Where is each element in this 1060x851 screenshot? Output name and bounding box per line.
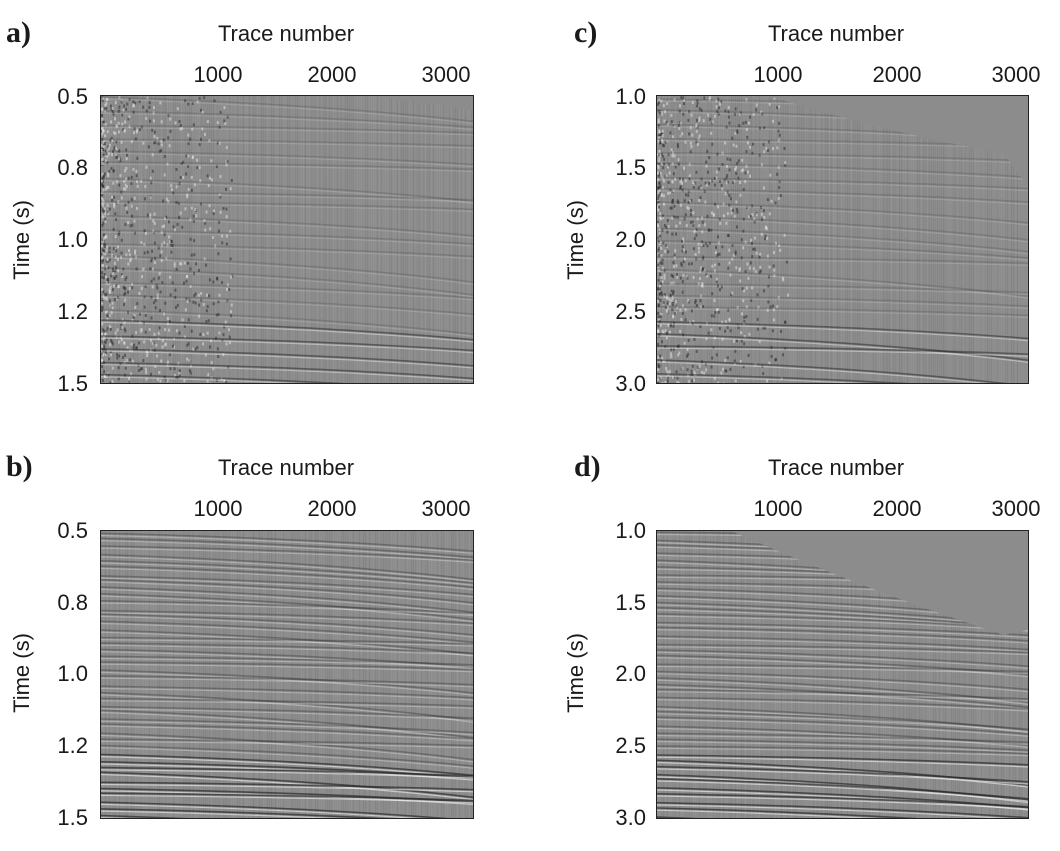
- x-tick-label: 1000: [193, 496, 243, 521]
- x-tick-label: 1000: [193, 62, 243, 87]
- y-axis-label: Time (s): [563, 633, 588, 713]
- panel-letter: b): [6, 450, 33, 483]
- y-tick-label: 1.0: [615, 518, 646, 543]
- y-tick-label: 0.8: [57, 155, 88, 180]
- muted-zone: [370, 96, 473, 111]
- y-tick-label: 2.0: [615, 661, 646, 686]
- seismic-texture: [657, 531, 1028, 818]
- y-axis-label: Time (s): [563, 200, 588, 280]
- x-axis-label: Trace number: [217, 455, 355, 480]
- seismic-image: [656, 530, 1029, 819]
- muted-zone: [768, 96, 1028, 186]
- y-tick-label: 2.5: [615, 299, 646, 324]
- y-tick-label: 1.0: [615, 84, 646, 109]
- y-tick-label: 1.0: [57, 227, 88, 252]
- panel-letter: d): [574, 450, 601, 483]
- y-tick-label: 2.0: [615, 227, 646, 252]
- muted-zone: [731, 531, 1028, 636]
- x-axis-label: Trace number: [767, 455, 905, 480]
- y-tick-label: 3.0: [615, 805, 646, 830]
- y-tick-label: 1.2: [57, 733, 88, 758]
- x-tick-label: 1000: [753, 496, 803, 521]
- seismic-image: [100, 530, 474, 819]
- panel-letter: c): [574, 16, 598, 49]
- x-axis-label: Trace number: [217, 21, 355, 46]
- y-tick-label: 1.5: [57, 805, 88, 830]
- y-tick-label: 1.5: [615, 590, 646, 615]
- x-tick-label: 2000: [872, 496, 922, 521]
- y-tick-label: 1.5: [615, 155, 646, 180]
- y-tick-label: 3.0: [615, 371, 646, 396]
- panel-letter: a): [6, 16, 31, 49]
- x-tick-label: 2000: [872, 62, 922, 87]
- seismic-texture: [657, 96, 1028, 383]
- seismic-image: [656, 95, 1029, 384]
- x-tick-label: 1000: [753, 62, 803, 87]
- y-tick-label: 2.5: [615, 733, 646, 758]
- x-tick-label: 2000: [307, 62, 357, 87]
- y-tick-label: 1.2: [57, 299, 88, 324]
- seismic-texture: [101, 531, 473, 818]
- y-tick-label: 1.0: [57, 661, 88, 686]
- seismic-texture: [101, 96, 473, 383]
- x-tick-label: 3000: [421, 496, 471, 521]
- y-tick-label: 0.8: [57, 590, 88, 615]
- y-tick-label: 1.5: [57, 371, 88, 396]
- x-tick-label: 3000: [421, 62, 471, 87]
- x-tick-label: 2000: [307, 496, 357, 521]
- y-tick-label: 0.5: [57, 518, 88, 543]
- seismic-image: [100, 95, 474, 384]
- x-tick-label: 3000: [991, 62, 1041, 87]
- x-axis-label: Trace number: [767, 21, 905, 46]
- y-tick-label: 0.5: [57, 84, 88, 109]
- x-tick-label: 3000: [991, 496, 1041, 521]
